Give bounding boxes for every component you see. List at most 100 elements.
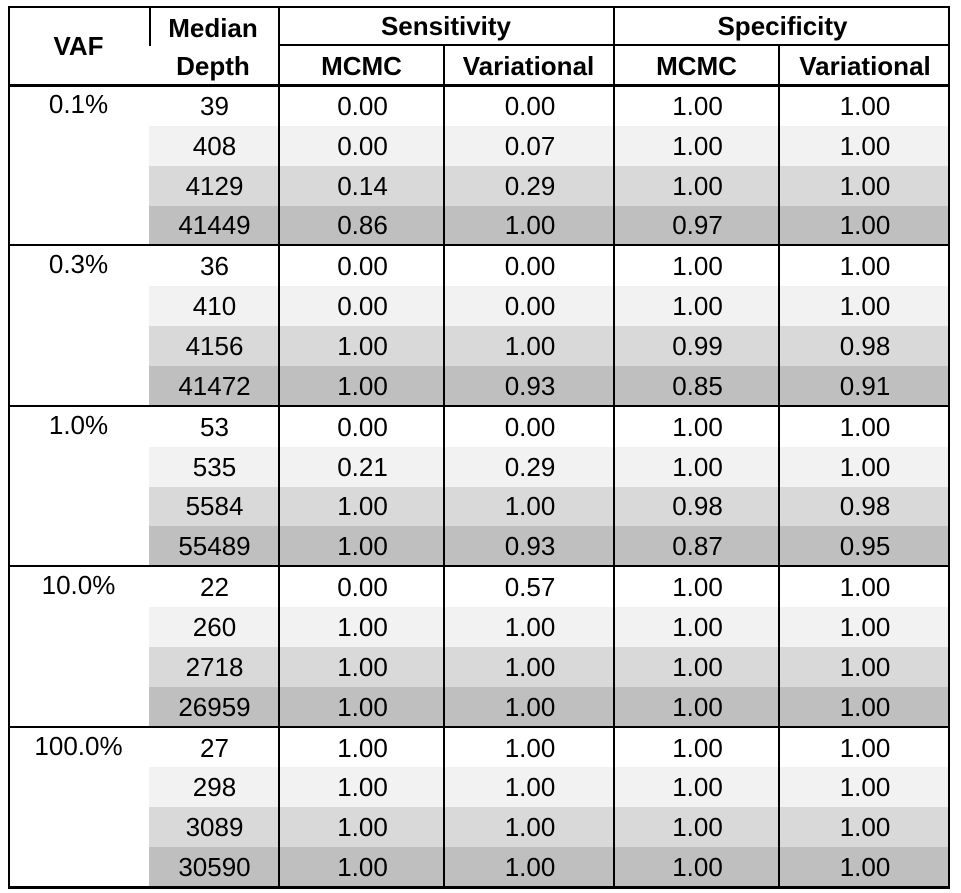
- specificity-mcmc-cell: 1.00: [672, 812, 723, 843]
- vaf-cell: 100.0%: [34, 730, 123, 761]
- sensitivity-variational-cell: 0.00: [504, 251, 556, 282]
- specificity-mcmc-cell: 0.87: [672, 531, 723, 562]
- sensitivity-mcmc-cell: 1.00: [337, 651, 388, 682]
- sensitivity-variational-cell: 1.00: [504, 691, 556, 722]
- table-row: [149, 86, 950, 127]
- group-separator: [8, 725, 950, 728]
- sensitivity-variational-cell: 0.29: [504, 451, 556, 482]
- table-border-bottom: [8, 886, 950, 889]
- sensitivity-variational-cell: 1.00: [504, 651, 556, 682]
- sensitivity-specificity-divider: [613, 6, 615, 888]
- sensitivity-variational-cell: 1.00: [504, 210, 556, 241]
- specificity-mcmc-cell: 1.00: [672, 451, 723, 482]
- median-depth-cell: 36: [200, 251, 229, 282]
- table-row: [149, 486, 950, 527]
- vaf-cell: 10.0%: [41, 570, 116, 601]
- sensitivity-mcmc-cell: 1.00: [337, 611, 388, 642]
- sensitivity-mcmc-cell: 0.00: [337, 411, 388, 442]
- vaf-depth-divider-header: [149, 6, 151, 46]
- table-row: [149, 246, 950, 287]
- specificity-mcmc-cell: 1.00: [672, 651, 723, 682]
- sensitivity-mcmc-cell: 0.00: [337, 251, 388, 282]
- specificity-column-divider: [778, 46, 780, 888]
- specificity-variational-cell: 1.00: [839, 90, 891, 121]
- sensitivity-mcmc-cell: 1.00: [337, 531, 388, 562]
- sensitivity-variational-cell: 1.00: [504, 772, 556, 803]
- table-border-top: [8, 6, 950, 8]
- median-depth-cell: 39: [200, 90, 229, 121]
- table-row: [149, 847, 950, 888]
- sensitivity-mcmc-cell: 1.00: [337, 732, 388, 763]
- median-depth-cell: 26959: [178, 691, 251, 722]
- sensitivity-variational-cell: 0.07: [504, 130, 556, 161]
- specificity-mcmc-cell: 1.00: [672, 130, 723, 161]
- group-separator: [8, 244, 950, 247]
- header-specificity-variational: Variational: [799, 50, 931, 81]
- sensitivity-mcmc-cell: 1.00: [337, 370, 388, 401]
- median-depth-cell: 535: [192, 451, 237, 482]
- header-subdivider: [280, 44, 950, 46]
- specificity-mcmc-cell: 1.00: [672, 611, 723, 642]
- sensitivity-mcmc-cell: 1.00: [337, 331, 388, 362]
- table-row: [149, 205, 950, 246]
- median-depth-cell: 298: [192, 772, 237, 803]
- table-row: [149, 686, 950, 728]
- table-row: [149, 646, 950, 688]
- table-row: [149, 125, 950, 167]
- specificity-variational-cell: 1.00: [839, 210, 891, 241]
- specificity-variational-cell: 0.98: [839, 491, 891, 522]
- specificity-mcmc-cell: 1.00: [672, 852, 723, 883]
- median-depth-cell: 27: [200, 732, 229, 763]
- median-depth-cell: 5584: [185, 491, 244, 522]
- median-depth-cell: 260: [192, 611, 237, 642]
- median-depth-cell: 41472: [178, 370, 251, 401]
- sensitivity-variational-cell: 1.00: [504, 812, 556, 843]
- table-row: [149, 767, 950, 808]
- table-border-right: [948, 6, 950, 888]
- median-depth-cell: 22: [200, 572, 229, 603]
- sensitivity-mcmc-cell: 0.00: [337, 572, 388, 603]
- results-table: VAF Median Depth Sensitivity Specificity…: [8, 6, 950, 889]
- table-row: [149, 727, 950, 768]
- specificity-mcmc-cell: 1.00: [672, 170, 723, 201]
- specificity-variational-cell: 1.00: [839, 291, 891, 322]
- specificity-mcmc-cell: 0.97: [672, 210, 723, 241]
- sensitivity-variational-cell: 0.00: [504, 90, 556, 121]
- group-separator: [8, 404, 950, 407]
- header-sensitivity-variational: Variational: [462, 50, 595, 81]
- header-vaf: VAF: [53, 30, 104, 61]
- sensitivity-mcmc-cell: 1.00: [337, 852, 388, 883]
- specificity-mcmc-cell: 1.00: [672, 291, 723, 322]
- sensitivity-variational-cell: 0.93: [504, 370, 556, 401]
- sensitivity-column-divider: [443, 46, 445, 888]
- specificity-variational-cell: 0.95: [839, 531, 891, 562]
- sensitivity-variational-cell: 0.00: [504, 291, 556, 322]
- specificity-mcmc-cell: 0.99: [672, 331, 723, 362]
- table-row: [149, 567, 950, 608]
- specificity-mcmc-cell: 1.00: [672, 772, 723, 803]
- specificity-mcmc-cell: 1.00: [672, 251, 723, 282]
- table-row: [149, 286, 950, 327]
- table-row: [149, 326, 950, 367]
- vaf-cell: 0.1%: [48, 89, 109, 119]
- sensitivity-variational-cell: 0.00: [504, 411, 556, 442]
- sensitivity-variational-cell: 1.00: [504, 852, 556, 883]
- table-row: [149, 807, 950, 848]
- header-specificity: Specificity: [717, 10, 848, 41]
- specificity-mcmc-cell: 1.00: [672, 411, 723, 442]
- specificity-mcmc-cell: 1.00: [672, 572, 723, 603]
- specificity-variational-cell: 1.00: [839, 812, 891, 843]
- header-median: Median: [168, 13, 258, 43]
- sensitivity-variational-cell: 1.00: [504, 331, 556, 362]
- specificity-variational-cell: 1.00: [839, 611, 891, 642]
- specificity-variational-cell: 1.00: [839, 651, 891, 682]
- sensitivity-mcmc-cell: 0.00: [337, 291, 388, 322]
- specificity-mcmc-cell: 1.00: [672, 691, 723, 722]
- median-depth-cell: 2718: [185, 651, 244, 682]
- specificity-variational-cell: 1.00: [839, 852, 891, 883]
- sensitivity-variational-cell: 0.57: [504, 572, 556, 603]
- median-depth-cell: 41449: [178, 210, 251, 241]
- sensitivity-mcmc-cell: 0.00: [337, 90, 388, 121]
- specificity-mcmc-cell: 0.85: [672, 370, 723, 401]
- sensitivity-variational-cell: 1.00: [504, 611, 556, 642]
